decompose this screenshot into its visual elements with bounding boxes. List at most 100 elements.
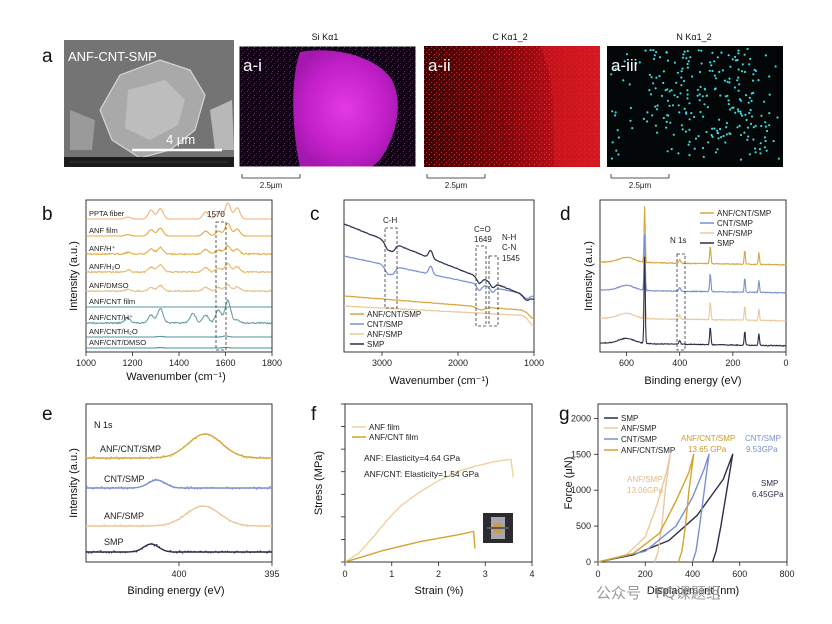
d-legend-3: SMP	[717, 239, 734, 248]
e-ylabel: Intensity (a.u.)	[68, 448, 80, 518]
n-dot	[699, 85, 702, 88]
c-xtick-label: 2000	[448, 358, 468, 368]
b-series-line	[86, 335, 272, 338]
n-dot	[738, 83, 741, 86]
c-annot-co: C=O	[474, 225, 491, 234]
n-dot	[725, 121, 729, 125]
n-dot	[666, 150, 669, 153]
n-dot	[774, 65, 777, 68]
n-dot	[656, 131, 659, 134]
d-annot: N 1s	[670, 236, 686, 245]
n-dot	[702, 155, 705, 158]
n-dot	[685, 57, 688, 60]
n-dot	[754, 69, 758, 72]
g-series-line	[597, 453, 695, 563]
n-dot	[713, 127, 716, 130]
d-n1s-box	[676, 253, 686, 351]
eds-n-dots	[610, 47, 780, 161]
e-label-2: ANF/SMP	[104, 511, 144, 521]
e-title: N 1s	[94, 420, 113, 430]
n-dot	[614, 67, 617, 70]
n-dot	[745, 94, 748, 97]
n-dot	[726, 80, 729, 83]
g-legend-3: ANF/CNT/SMP	[621, 446, 675, 455]
n-dot	[666, 114, 669, 117]
n-dot	[665, 126, 668, 129]
f-xtick-label: 1	[389, 569, 394, 579]
b-xtick-label: 1000	[76, 358, 96, 368]
eds-scale-n: 2.5μm	[629, 181, 652, 190]
b-series-label: ANF/H⁺	[89, 244, 116, 253]
f-xtick-label: 3	[483, 569, 488, 579]
n-dot	[705, 130, 708, 134]
f-note-0: ANF: Elasticity=4.64 GPa	[364, 453, 460, 463]
plot-frame-c	[343, 199, 535, 353]
n-dot	[772, 140, 775, 143]
n-dot	[764, 121, 767, 124]
n-dot	[652, 82, 655, 85]
n-dot	[727, 99, 730, 102]
n-dot	[687, 143, 690, 146]
n-dot	[655, 108, 659, 111]
n-dot	[617, 153, 620, 156]
g-legend-2: CNT/SMP	[621, 435, 657, 444]
n-dot	[614, 111, 617, 114]
n-dot	[693, 147, 696, 150]
b-series-line	[86, 202, 272, 220]
c-annot-cn: C-N	[502, 243, 516, 252]
n-dot	[698, 93, 701, 96]
f-xlabel: Strain (%)	[415, 585, 464, 597]
n-dot	[684, 130, 688, 133]
n-dot	[750, 99, 753, 102]
watermark: 公众号 · FQ课题组	[596, 582, 721, 603]
g-ytick-label: 500	[576, 521, 591, 531]
n-dot	[707, 141, 710, 144]
n-dot	[748, 111, 751, 115]
c-legend-1: CNT/SMP	[367, 320, 403, 329]
g-xlabel: Displacement (nm)	[647, 585, 739, 597]
d-xtick-label: 400	[672, 358, 687, 368]
n-dot	[759, 152, 762, 155]
eds-sub-aiii: a-iii	[611, 56, 637, 75]
n-dot	[666, 59, 670, 62]
n-dot	[750, 115, 754, 118]
n-dot	[734, 111, 737, 114]
f-ticks: 0 1 2 3 4	[341, 403, 535, 579]
n-dot	[719, 94, 722, 97]
g-mod-cnt: 9.53GPa	[746, 445, 778, 454]
n-dot	[711, 51, 714, 55]
n-dot	[688, 140, 691, 143]
n-dot	[655, 51, 658, 54]
n-dot	[743, 53, 746, 56]
n-dot	[680, 124, 684, 127]
n-dot	[705, 94, 708, 97]
n-dot	[675, 81, 678, 84]
n-dot	[644, 49, 647, 52]
n-dot	[681, 67, 684, 70]
n-dot	[680, 70, 683, 73]
d-xticks: 600 400 200 0	[619, 352, 789, 368]
c-series-line	[343, 223, 535, 302]
f-legend-0: ANF film	[369, 423, 400, 432]
n-dot	[716, 129, 719, 132]
d-ylabel: Intensity (a.u.)	[583, 241, 595, 311]
n-dot	[752, 138, 755, 141]
n-dot	[658, 56, 662, 59]
c-xtick-label: 3000	[372, 358, 392, 368]
b-xlabel: Wavenumber (cm⁻¹)	[126, 371, 226, 383]
b-series-label: ANF/CNT/H₂O	[89, 327, 138, 336]
n-dot	[697, 49, 700, 52]
n-dot	[739, 110, 742, 113]
b-series-group	[85, 202, 272, 349]
n-dot	[758, 148, 762, 151]
n-dot	[676, 95, 679, 99]
n-dot	[683, 50, 686, 53]
n-dot	[765, 129, 769, 133]
n-dot	[649, 49, 652, 52]
g-mod-anf: 13.06GPa	[627, 486, 664, 495]
n-dot	[743, 70, 747, 74]
n-dot	[763, 100, 766, 103]
c-annot-nh: N-H	[502, 233, 516, 242]
g-legend-0: SMP	[621, 414, 638, 423]
f-note-1: ANF/CNT: Elasticity=1.54 GPa	[364, 469, 479, 479]
